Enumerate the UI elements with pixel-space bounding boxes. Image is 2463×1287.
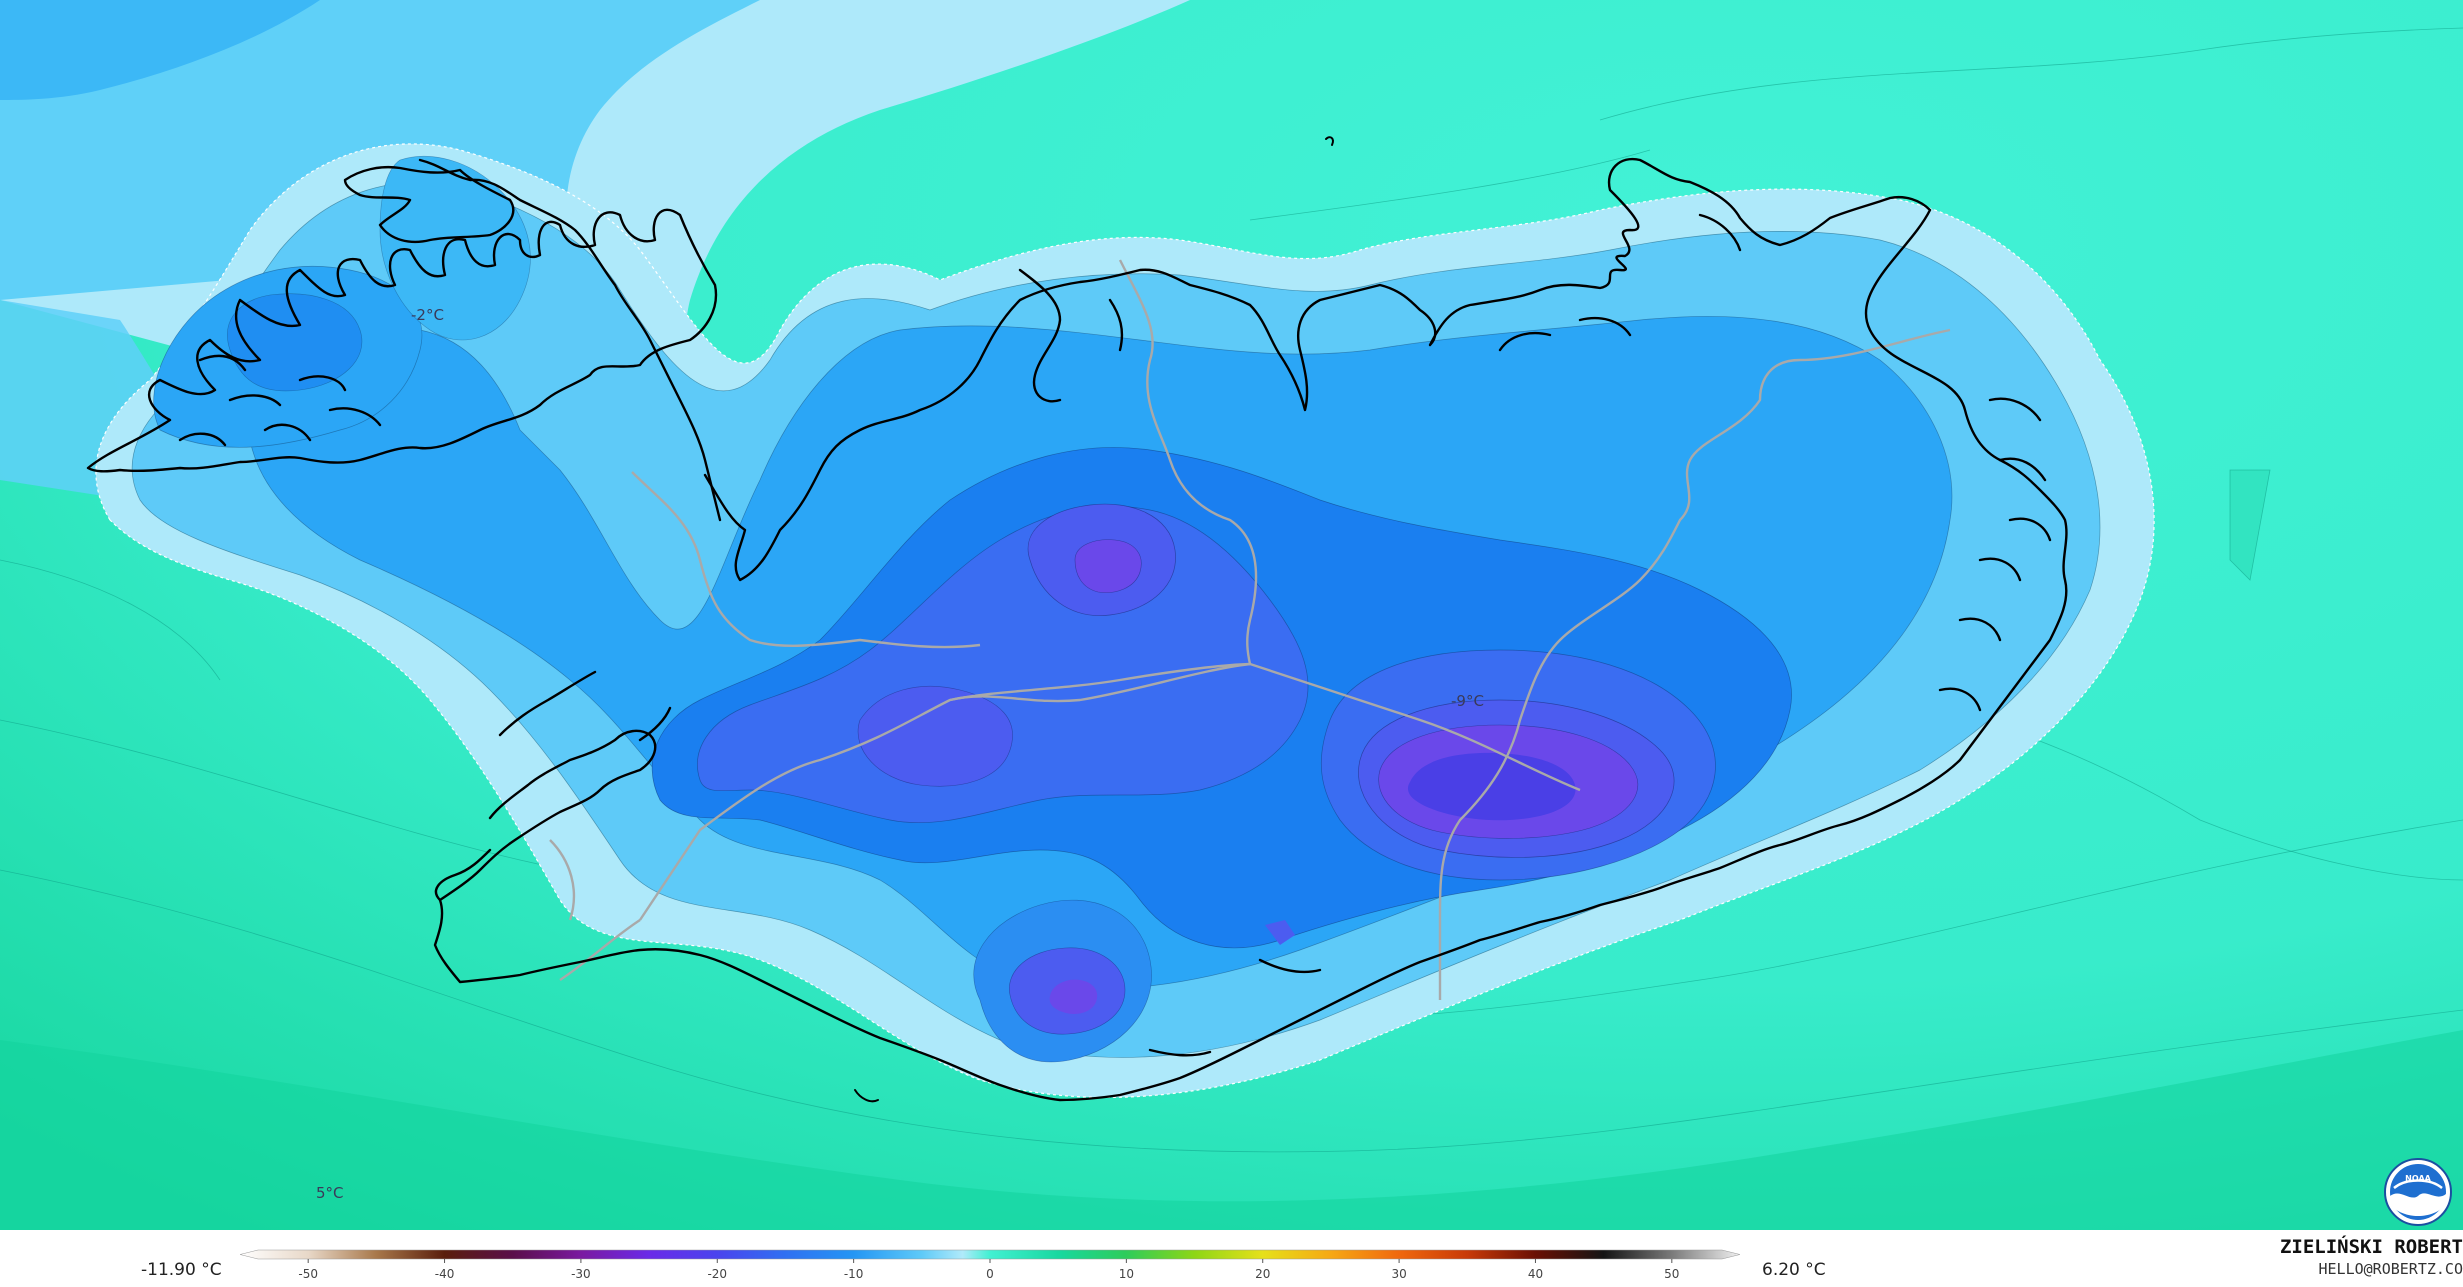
color-scale-ticks: -50 -40 -30 -20 -10 0 10 20 30 40 50 <box>298 1259 1679 1281</box>
noaa-logo: NOAA <box>2384 1158 2452 1226</box>
land-temperature-field <box>95 143 2155 1098</box>
color-scale-tick-label: -30 <box>571 1267 591 1281</box>
color-scale-tick-label: 20 <box>1255 1267 1270 1281</box>
temperature-annotations: -2°C -9°C 5°C <box>316 306 1484 1202</box>
annotation-west-fjords: -2°C <box>411 306 444 324</box>
max-temperature-label: 6.20 °C <box>1762 1260 1826 1280</box>
color-scale-tick-label: 0 <box>986 1267 994 1281</box>
sea-contours <box>0 27 2463 1153</box>
region-borders <box>549 259 1951 1000</box>
temperature-map[interactable]: -2°C -9°C 5°C <box>0 0 2463 1230</box>
color-scale-tick-label: 40 <box>1528 1267 1543 1281</box>
author-email[interactable]: HELLO@ROBERTZ.CO <box>2318 1260 2463 1278</box>
author-name: ZIELIŃSKI ROBERT <box>2279 1236 2463 1258</box>
min-temperature-label: -11.90 °C <box>141 1260 222 1280</box>
color-scale-tick-label: -10 <box>844 1267 864 1281</box>
color-scale-bar: -50 -40 -30 -20 -10 0 10 20 30 40 50 <box>240 1249 1740 1281</box>
color-scale-tick-label: -40 <box>435 1267 455 1281</box>
coastline <box>86 136 2068 1103</box>
color-scale-tick-label: 50 <box>1664 1267 1679 1281</box>
color-scale-gradient <box>240 1249 1740 1260</box>
color-scale-tick-label: -50 <box>298 1267 318 1281</box>
color-scale-tick-label: -20 <box>707 1267 727 1281</box>
warm-sea-band <box>0 1030 2463 1230</box>
annotation-vatnajokull: -9°C <box>1451 692 1484 710</box>
color-scale-tick-label: 10 <box>1119 1267 1134 1281</box>
color-scale-tick-label: 30 <box>1391 1267 1406 1281</box>
annotation-southwest-sea: 5°C <box>316 1184 344 1202</box>
noaa-logo-text: NOAA <box>2405 1174 2431 1183</box>
